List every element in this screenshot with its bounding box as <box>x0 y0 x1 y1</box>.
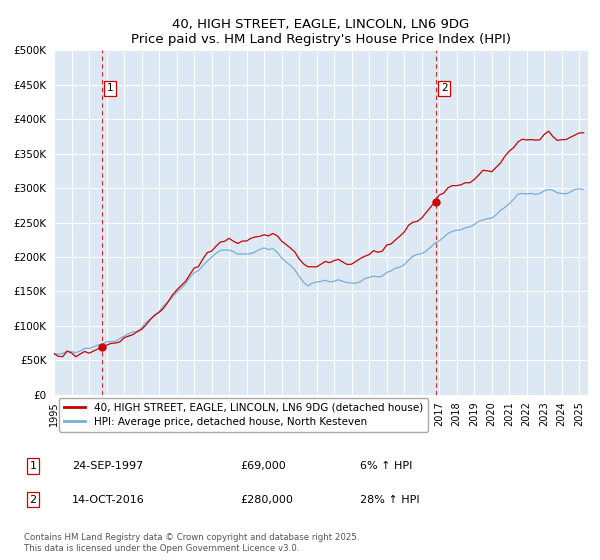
Text: 2: 2 <box>29 494 37 505</box>
Text: 1: 1 <box>107 83 113 94</box>
Title: 40, HIGH STREET, EAGLE, LINCOLN, LN6 9DG
Price paid vs. HM Land Registry's House: 40, HIGH STREET, EAGLE, LINCOLN, LN6 9DG… <box>131 18 511 46</box>
Text: 28% ↑ HPI: 28% ↑ HPI <box>360 494 419 505</box>
Text: 1: 1 <box>29 461 37 471</box>
Text: Contains HM Land Registry data © Crown copyright and database right 2025.
This d: Contains HM Land Registry data © Crown c… <box>24 533 359 553</box>
Text: 24-SEP-1997: 24-SEP-1997 <box>72 461 143 471</box>
Text: £69,000: £69,000 <box>240 461 286 471</box>
Text: 2: 2 <box>441 83 448 94</box>
Text: 6% ↑ HPI: 6% ↑ HPI <box>360 461 412 471</box>
Text: 14-OCT-2016: 14-OCT-2016 <box>72 494 145 505</box>
Legend: 40, HIGH STREET, EAGLE, LINCOLN, LN6 9DG (detached house), HPI: Average price, d: 40, HIGH STREET, EAGLE, LINCOLN, LN6 9DG… <box>59 398 428 432</box>
Text: £280,000: £280,000 <box>240 494 293 505</box>
